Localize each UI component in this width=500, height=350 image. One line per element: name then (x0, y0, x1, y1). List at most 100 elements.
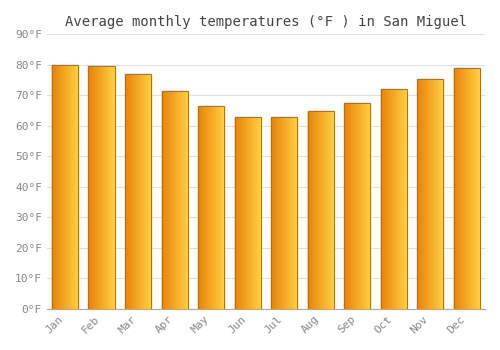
Bar (183, 91, 184, 309)
Bar (66, 65, 68, 309)
Bar (380, 89, 407, 309)
Bar (475, 68, 476, 309)
Bar (440, 78, 442, 309)
Bar (63, 65, 64, 309)
Bar (282, 117, 283, 309)
Bar (442, 78, 443, 309)
Bar (417, 78, 418, 309)
Bar (437, 78, 438, 309)
Bar (106, 66, 107, 309)
Bar (58, 65, 59, 309)
Bar (434, 78, 435, 309)
Bar (470, 68, 471, 309)
Bar (352, 103, 353, 309)
Bar (212, 106, 214, 309)
Bar (130, 74, 131, 309)
Bar (91, 66, 92, 309)
Bar (443, 78, 444, 309)
Bar (284, 117, 286, 309)
Bar (478, 68, 479, 309)
Bar (131, 74, 132, 309)
Bar (257, 117, 258, 309)
Bar (110, 66, 111, 309)
Bar (312, 111, 313, 309)
Bar (222, 106, 223, 309)
Bar (88, 66, 115, 309)
Bar (215, 106, 216, 309)
Bar (274, 117, 275, 309)
Bar (346, 103, 348, 309)
Bar (369, 103, 370, 309)
Bar (389, 89, 390, 309)
Bar (417, 78, 444, 309)
Bar (255, 117, 256, 309)
Bar (97, 66, 98, 309)
Bar (218, 106, 219, 309)
Bar (92, 66, 93, 309)
Bar (276, 117, 277, 309)
Bar (245, 117, 246, 309)
Bar (61, 65, 62, 309)
Bar (421, 78, 422, 309)
Bar (418, 78, 420, 309)
Bar (199, 106, 200, 309)
Bar (222, 106, 224, 309)
Bar (212, 106, 213, 309)
Bar (55, 65, 56, 309)
Bar (279, 117, 280, 309)
Bar (206, 106, 207, 309)
Bar (324, 111, 325, 309)
Bar (125, 74, 152, 309)
Bar (476, 68, 477, 309)
Bar (67, 65, 68, 309)
Bar (99, 66, 100, 309)
Bar (468, 68, 469, 309)
Bar (252, 117, 253, 309)
Bar (170, 91, 171, 309)
Bar (476, 68, 478, 309)
Bar (427, 78, 428, 309)
Bar (286, 117, 287, 309)
Bar (143, 74, 144, 309)
Bar (174, 91, 176, 309)
Bar (345, 103, 346, 309)
Bar (181, 91, 182, 309)
Bar (466, 68, 468, 309)
Bar (182, 91, 183, 309)
Bar (90, 66, 91, 309)
Bar (209, 106, 210, 309)
Bar (420, 78, 421, 309)
Bar (464, 68, 465, 309)
Bar (463, 68, 464, 309)
Bar (258, 117, 259, 309)
Bar (473, 68, 474, 309)
Bar (65, 65, 66, 309)
Bar (253, 117, 254, 309)
Bar (401, 89, 402, 309)
Bar (111, 66, 112, 309)
Bar (77, 65, 78, 309)
Bar (236, 117, 237, 309)
Bar (272, 117, 273, 309)
Bar (89, 66, 90, 309)
Bar (466, 68, 467, 309)
Bar (347, 103, 348, 309)
Bar (344, 103, 370, 309)
Bar (457, 68, 458, 309)
Bar (319, 111, 320, 309)
Bar (439, 78, 440, 309)
Bar (311, 111, 312, 309)
Bar (138, 74, 140, 309)
Bar (73, 65, 74, 309)
Bar (147, 74, 148, 309)
Bar (214, 106, 215, 309)
Bar (277, 117, 278, 309)
Bar (133, 74, 134, 309)
Bar (356, 103, 357, 309)
Bar (293, 117, 294, 309)
Bar (438, 78, 439, 309)
Bar (362, 103, 363, 309)
Bar (71, 65, 72, 309)
Bar (171, 91, 172, 309)
Bar (391, 89, 392, 309)
